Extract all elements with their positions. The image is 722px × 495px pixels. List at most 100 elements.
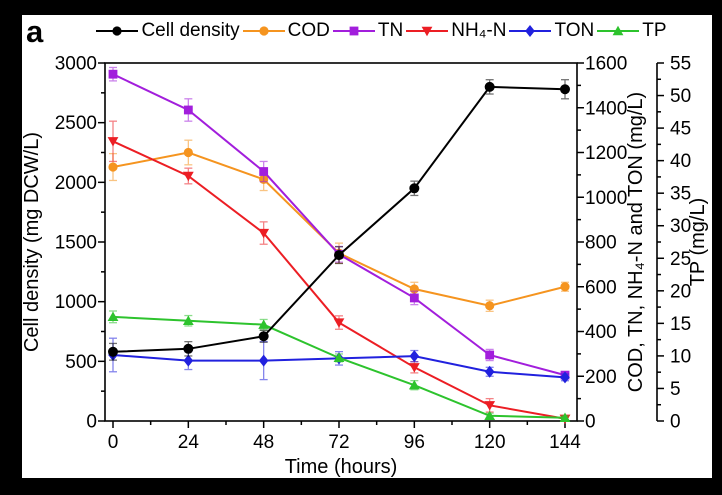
series-tp: [107, 310, 571, 422]
series-line: [112, 315, 566, 419]
data-point-marker: [333, 318, 345, 328]
data-point-marker: [107, 311, 119, 322]
right2-axis-tick-label: 40: [670, 151, 691, 172]
x-tick-label: 72: [328, 432, 349, 453]
data-point-marker: [108, 69, 118, 79]
data-point-marker: [485, 301, 495, 311]
legend-key-cod: [242, 26, 285, 36]
data-point-marker: [484, 410, 496, 420]
left-axis-tick-label: 1000: [55, 292, 97, 313]
legend-item-nh4-n: NH₄-N: [405, 20, 506, 42]
series-nh4-n: [107, 120, 571, 424]
data-point-marker: [108, 162, 118, 172]
data-point-marker: [409, 293, 419, 303]
data-point-marker: [560, 84, 570, 95]
right2-axis-tick-label: 55: [670, 54, 691, 75]
data-point-marker: [484, 81, 495, 92]
data-point-marker: [409, 350, 420, 363]
series-cell-density: [108, 79, 570, 361]
data-point-marker: [525, 25, 536, 37]
chart-panel: a Cell density COD TN NH₄-N TON TP 0 24 48 72 96 1…: [22, 15, 712, 478]
x-tick-label: 24: [178, 432, 200, 453]
legend-label: NH₄-N: [451, 20, 507, 41]
x-tick-label: 0: [108, 432, 119, 453]
right2-axis-tick-label: 0: [670, 412, 681, 433]
series-cod: [108, 139, 570, 313]
data-point-marker: [333, 352, 345, 363]
legend-label: Cell density: [141, 20, 240, 41]
right2-axis: 0 5 10 15 20 25 30 35 40 45 50 55 TP (mg/L): [656, 54, 709, 433]
legend-label: COD: [287, 20, 330, 41]
data-point-marker: [560, 282, 570, 292]
data-point-marker: [258, 319, 270, 329]
data-point-marker: [112, 26, 123, 36]
data-point-marker: [258, 228, 270, 239]
left-axis-tick-label: 3000: [55, 54, 97, 75]
left-axis-tick-label: 2000: [55, 173, 97, 194]
chart-legend: Cell density COD TN NH₄-N TON TP: [52, 19, 710, 43]
x-tick-label: 144: [549, 432, 581, 453]
legend-item-cod: COD: [242, 20, 330, 42]
data-point-marker: [183, 354, 194, 367]
data-point-marker: [560, 371, 570, 384]
left-axis-tick-label: 1500: [55, 233, 97, 254]
left-axis-tick-label: 500: [65, 352, 97, 373]
legend-item-tp: TP: [596, 20, 667, 42]
legend-label: TN: [377, 20, 404, 41]
data-point-marker: [259, 167, 269, 176]
right2-axis-tick-label: 10: [670, 346, 691, 367]
legend-label: TON: [554, 20, 595, 41]
left-axis-tick-label: 2500: [55, 113, 97, 134]
right1-axis: 0 200 400 600 800 1000 1200 1400 1600 COD, TN, NH…: [577, 54, 647, 433]
data-point-marker: [408, 380, 420, 390]
data-point-marker: [183, 105, 193, 115]
right2-axis-tick-label: 5: [670, 379, 681, 400]
legend-key-tn: [332, 26, 375, 36]
right1-axis-tick-label: 400: [585, 322, 617, 343]
data-point-marker: [334, 250, 344, 261]
data-point-marker: [259, 26, 269, 36]
series-line: [112, 73, 566, 377]
data-point-marker: [107, 137, 119, 147]
legend-key-cell-density: [96, 26, 139, 36]
right2-axis-tick-label: 35: [670, 184, 691, 205]
right2-axis-tick-label: 45: [670, 119, 691, 140]
series-line: [112, 85, 566, 353]
series-line: [112, 140, 566, 420]
data-point-marker: [421, 26, 433, 37]
right1-axis-tick-label: 1600: [585, 54, 627, 75]
data-point-marker: [183, 147, 193, 158]
legend-item-cell-density: Cell density: [95, 20, 240, 42]
right2-axis-tick-label: 50: [670, 86, 691, 107]
left-axis-label: Cell density (mg DCW/L): [22, 132, 43, 352]
right2-axis-tick-label: 30: [670, 216, 691, 237]
x-axis: 0 24 48 72 96 120 144 Time (hours): [108, 421, 581, 478]
data-point-marker: [182, 315, 194, 325]
data-point-marker: [182, 171, 194, 182]
legend-item-tn: TN: [332, 20, 403, 42]
right1-axis-label: COD, TN, NH₄-N and TON (mg/L): [625, 92, 647, 392]
series-line: [112, 151, 566, 307]
right1-axis-tick-label: 0: [585, 412, 596, 433]
data-point-marker: [484, 401, 496, 411]
data-point-marker: [559, 412, 571, 422]
data-point-marker: [485, 350, 495, 360]
legend-label: TP: [642, 20, 667, 41]
data-point-marker: [349, 26, 359, 36]
legend-key-ton: [509, 25, 552, 37]
x-axis-label: Time (hours): [285, 456, 398, 478]
data-point-marker: [108, 346, 118, 357]
right1-axis-tick-label: 800: [585, 233, 617, 254]
data-point-marker: [183, 343, 194, 354]
series-tn: [108, 66, 570, 380]
legend-key-nh4-n: [406, 26, 449, 37]
right1-axis-tick-label: 1000: [585, 188, 627, 209]
x-tick-label: 48: [253, 432, 274, 453]
plot-frame: [104, 62, 578, 422]
right1-axis-tick-label: 1200: [585, 143, 627, 164]
right1-axis-tick-label: 200: [585, 367, 617, 388]
x-tick-label: 120: [474, 432, 506, 453]
